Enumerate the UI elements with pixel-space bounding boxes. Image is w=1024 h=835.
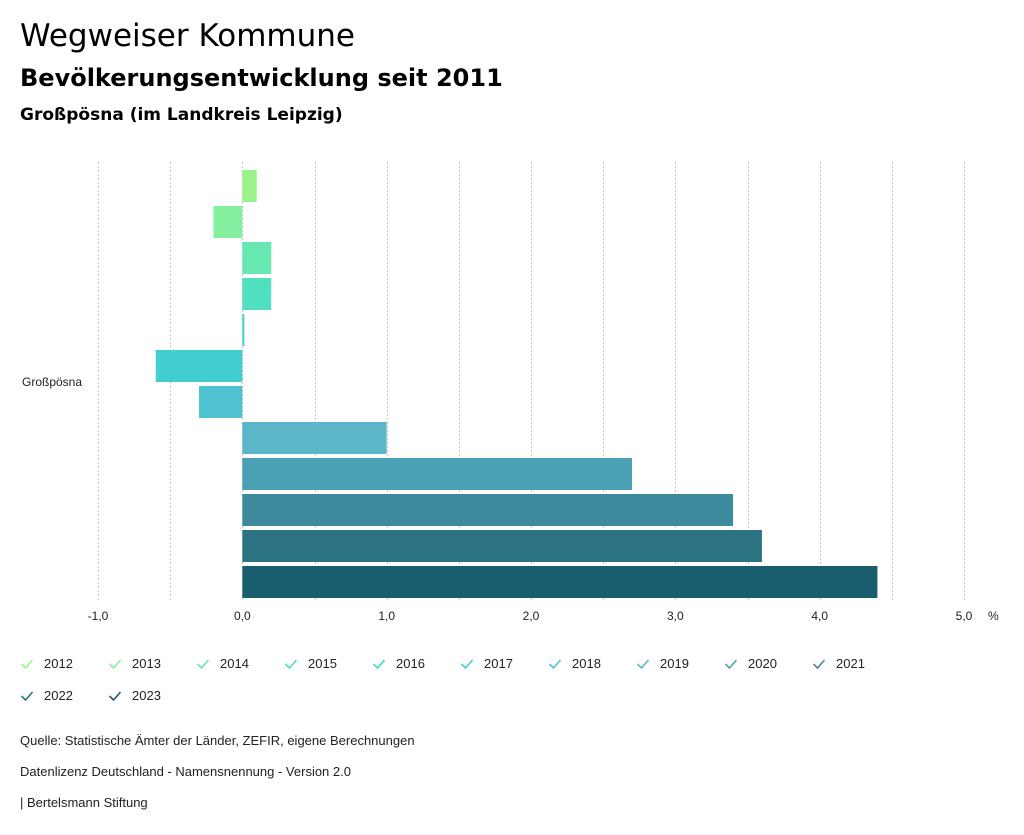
legend-label: 2018 xyxy=(572,656,601,671)
legend-label: 2019 xyxy=(660,656,689,671)
bar-2022 xyxy=(242,530,762,562)
bar-2015 xyxy=(242,278,272,310)
legend-label: 2014 xyxy=(220,656,249,671)
region-label: Großpösna (im Landkreis Leipzig) xyxy=(20,105,343,125)
check-icon xyxy=(372,658,386,669)
check-icon xyxy=(20,690,34,701)
legend-label: 2012 xyxy=(44,656,73,671)
legend-label: 2013 xyxy=(132,656,161,671)
bar-2012 xyxy=(242,170,257,202)
legend-item-2019[interactable]: 2019 xyxy=(636,656,689,671)
legend-item-2022[interactable]: 2022 xyxy=(20,688,73,703)
y-category-label: Großpösna xyxy=(22,375,82,389)
check-icon xyxy=(460,658,474,669)
legend-label: 2015 xyxy=(308,656,337,671)
license-note: Datenlizenz Deutschland - Namensnennung … xyxy=(20,764,351,779)
bar-2016 xyxy=(242,314,245,346)
check-icon xyxy=(812,658,826,669)
legend-label: 2023 xyxy=(132,688,161,703)
x-tick-label: 3,0 xyxy=(667,609,684,623)
bar-2013 xyxy=(213,206,243,238)
x-unit-label: % xyxy=(988,609,999,623)
x-tick-label: 0,0 xyxy=(234,609,251,623)
legend-item-2017[interactable]: 2017 xyxy=(460,656,513,671)
bar-chart: -1,0 0,0 1,0 2,0 3,0 4,0 5,0 % Großpösna xyxy=(22,162,999,623)
x-tick-label: 2,0 xyxy=(523,609,540,623)
source-note: Quelle: Statistische Ämter der Länder, Z… xyxy=(20,733,415,748)
bar-2014 xyxy=(242,242,272,274)
bar-2021 xyxy=(242,494,734,526)
legend-item-2013[interactable]: 2013 xyxy=(108,656,161,671)
check-icon xyxy=(108,690,122,701)
check-icon xyxy=(196,658,210,669)
legend-item-2021[interactable]: 2021 xyxy=(812,656,865,671)
check-icon xyxy=(108,658,122,669)
legend-label: 2016 xyxy=(396,656,425,671)
legend-item-2012[interactable]: 2012 xyxy=(20,656,73,671)
legend-label: 2020 xyxy=(748,656,777,671)
check-icon xyxy=(284,658,298,669)
legend-item-2020[interactable]: 2020 xyxy=(724,656,777,671)
chart-subtitle: Bevölkerungsentwicklung seit 2011 xyxy=(20,64,503,92)
legend-label: 2022 xyxy=(44,688,73,703)
check-icon xyxy=(20,658,34,669)
bar-2019 xyxy=(242,422,387,454)
bar-2018 xyxy=(199,386,243,418)
legend-item-2018[interactable]: 2018 xyxy=(548,656,601,671)
legend-item-2016[interactable]: 2016 xyxy=(372,656,425,671)
legend-item-2023[interactable]: 2023 xyxy=(108,688,161,703)
x-tick-label: -1,0 xyxy=(88,609,109,623)
legend-item-2015[interactable]: 2015 xyxy=(284,656,337,671)
x-tick-label: 1,0 xyxy=(378,609,395,623)
chart-title: Wegweiser Kommune xyxy=(20,18,355,54)
bar-2020 xyxy=(242,458,633,490)
publisher-note: | Bertelsmann Stiftung xyxy=(20,795,148,810)
legend-label: 2017 xyxy=(484,656,513,671)
legend-item-2014[interactable]: 2014 xyxy=(196,656,249,671)
check-icon xyxy=(636,658,650,669)
check-icon xyxy=(724,658,738,669)
bar-2023 xyxy=(242,566,878,598)
x-tick-label: 4,0 xyxy=(811,609,828,623)
check-icon xyxy=(548,658,562,669)
bar-2017 xyxy=(155,350,243,382)
x-tick-label: 5,0 xyxy=(956,609,973,623)
legend-label: 2021 xyxy=(836,656,865,671)
